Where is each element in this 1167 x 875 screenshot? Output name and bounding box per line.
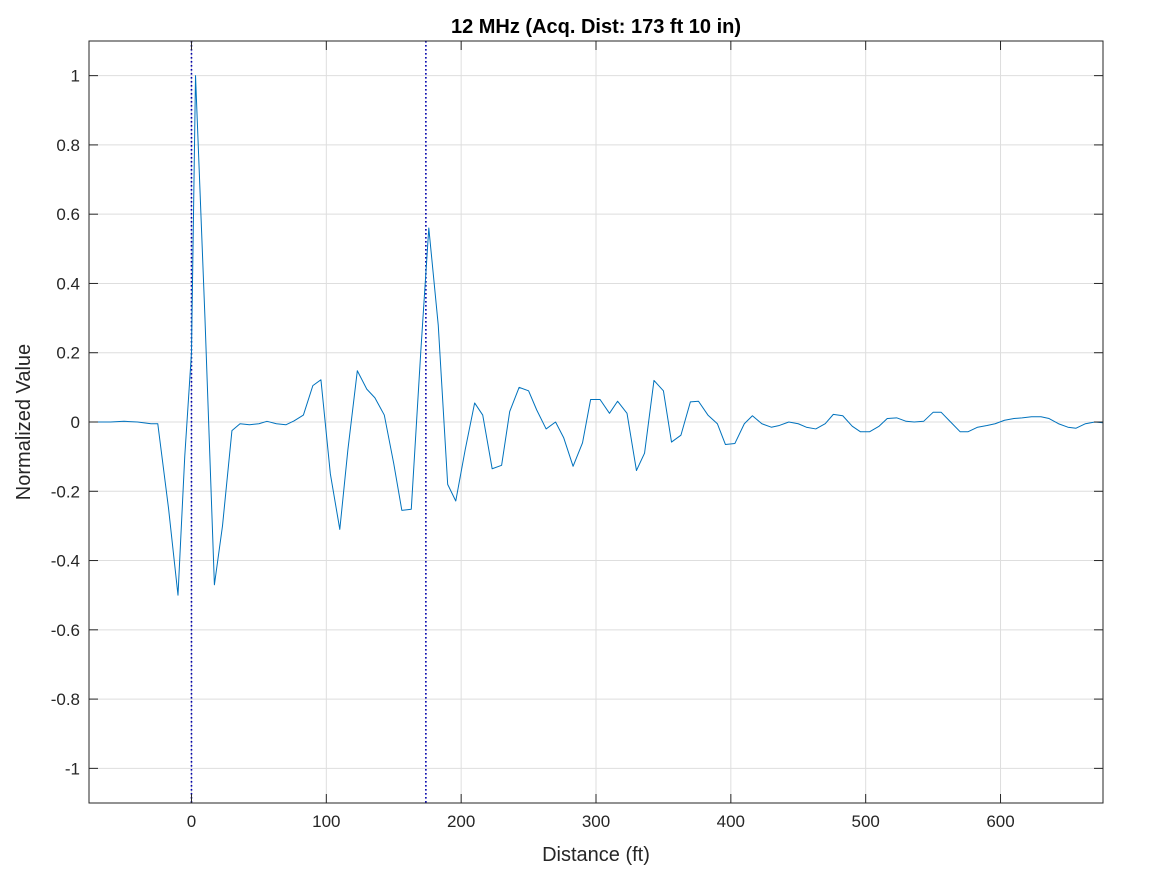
x-tick-label: 100 <box>312 812 340 831</box>
y-tick-label: 0.4 <box>56 274 80 293</box>
y-axis-label: Normalized Value <box>13 344 35 500</box>
y-tick-label: 0.6 <box>56 205 80 224</box>
x-tick-label: 400 <box>717 812 745 831</box>
y-tick-label: -0.2 <box>51 482 80 501</box>
y-tick-label: 1 <box>71 67 80 86</box>
chart-title: 12 MHz (Acq. Dist: 173 ft 10 in) <box>451 16 741 38</box>
x-tick-label: 200 <box>447 812 475 831</box>
y-tick-label: 0 <box>71 413 80 432</box>
y-tick-label: -0.8 <box>51 690 80 709</box>
x-tick-label: 0 <box>187 812 196 831</box>
x-tick-label: 500 <box>851 812 879 831</box>
series-layer <box>89 75 1104 596</box>
y-tick-label: -0.4 <box>51 552 80 571</box>
y-tick-label: -0.6 <box>51 621 80 640</box>
y-tick-label: 0.8 <box>56 136 80 155</box>
x-tick-label: 300 <box>582 812 610 831</box>
vertical-markers <box>190 41 427 803</box>
x-axis-label: Distance (ft) <box>542 844 650 866</box>
y-tick-label: 0.2 <box>56 344 80 363</box>
y-tick-label: -1 <box>65 759 80 778</box>
series-line-1 <box>89 75 1104 596</box>
ticks: 0 100 200 300 400 500 600 -1 -0.8 -0.6 -0.4 -0.2 0 0.… <box>51 41 1103 831</box>
x-tick-label: 600 <box>986 812 1014 831</box>
